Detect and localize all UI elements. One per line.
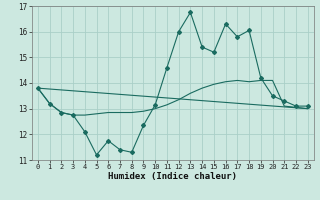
X-axis label: Humidex (Indice chaleur): Humidex (Indice chaleur) [108, 172, 237, 181]
